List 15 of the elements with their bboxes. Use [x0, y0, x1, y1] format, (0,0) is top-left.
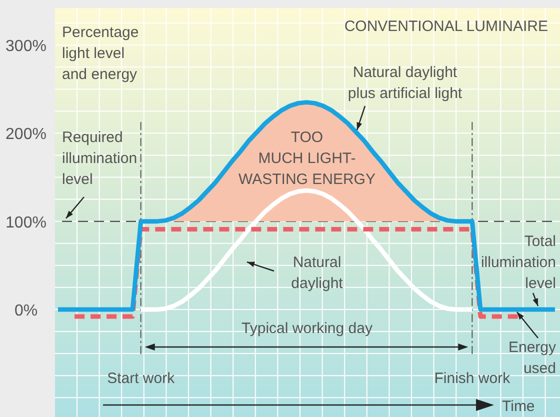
annotation: Natural daylight plus artificial light [348, 64, 463, 102]
annotation: Total illumination level [480, 233, 556, 292]
text: CONVENTIONAL LUMINAIRE [344, 18, 548, 35]
annotation: Finish work [434, 370, 511, 387]
y-tick-label: 200% [6, 126, 46, 144]
annotation: Energy used [508, 339, 556, 377]
annotation: Natural daylight [291, 254, 344, 292]
y-axis-title: Percentage light level and energy [62, 24, 139, 83]
annotation: Start work [107, 370, 176, 387]
ref-line-label: Required illumination level [62, 129, 138, 188]
y-tick-label: 100% [6, 214, 46, 232]
annotation: Typical working day [242, 320, 373, 337]
annotation: TOO MUCH LIGHT- WASTING ENERGY [238, 129, 376, 188]
y-tick-label: 0% [14, 302, 38, 320]
y-tick-label: 300% [6, 38, 46, 56]
